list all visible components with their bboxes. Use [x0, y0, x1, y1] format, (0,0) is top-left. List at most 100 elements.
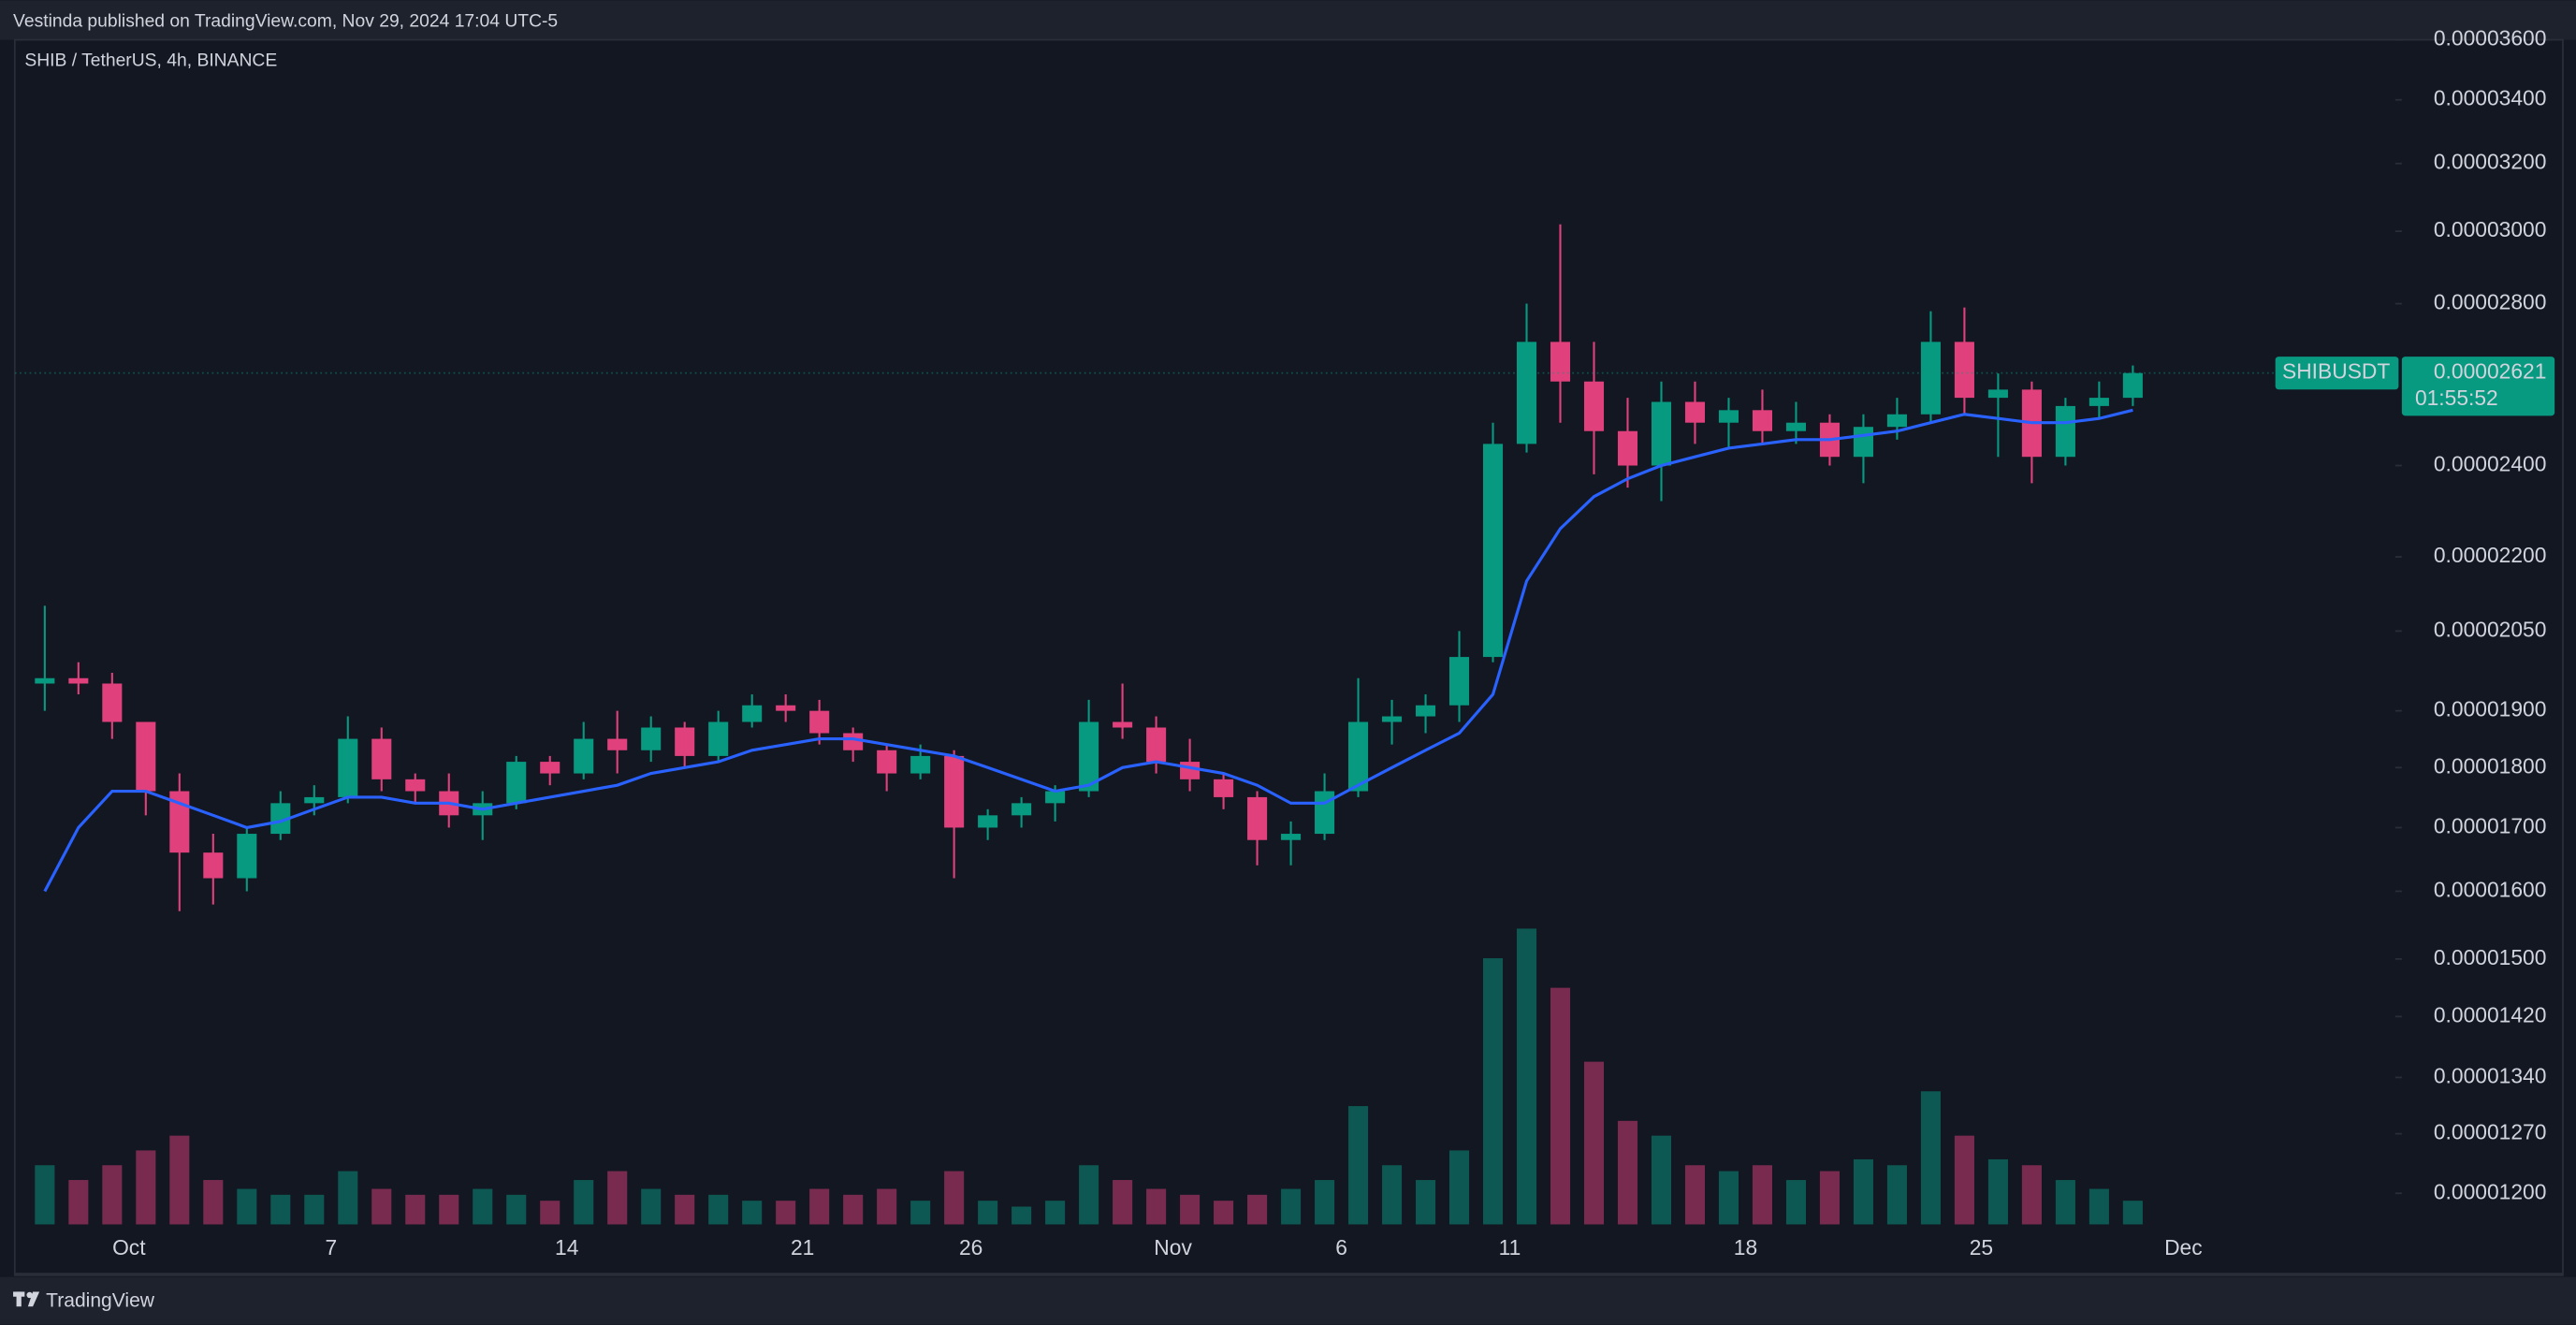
candle-body — [203, 852, 224, 879]
volume-bar — [1819, 1171, 1840, 1225]
volume-bar — [809, 1188, 830, 1225]
volume-bar — [1718, 1171, 1739, 1225]
y-tick-label: 0.00001200 — [2434, 1179, 2547, 1203]
candle-body — [944, 755, 965, 828]
candle-body — [405, 779, 426, 792]
candle-body — [1180, 762, 1201, 779]
x-tick-label: Dec — [2164, 1235, 2203, 1259]
candle-body — [574, 738, 594, 774]
volume-bar — [439, 1194, 459, 1225]
volume-bar — [1920, 1091, 1941, 1225]
candle-body — [1315, 791, 1335, 835]
symbol-title: SHIB / TetherUS, 4h, BINANCE — [24, 51, 277, 70]
y-tick-label: 0.00002400 — [2434, 452, 2547, 476]
y-tick-label: 0.00003200 — [2434, 150, 2547, 174]
volume-bar — [1684, 1165, 1706, 1225]
volume-bar — [675, 1194, 695, 1225]
candle-body — [1482, 444, 1504, 658]
volume-bar — [2122, 1201, 2143, 1225]
moving-average — [43, 408, 2133, 893]
y-tick-label: 0.00001800 — [2434, 753, 2547, 778]
y-tick-label: 0.00001600 — [2434, 877, 2547, 901]
volume-bar — [1079, 1165, 1099, 1225]
volume-bar — [843, 1194, 864, 1225]
header-bar — [0, 0, 2576, 40]
candle-body — [35, 677, 55, 684]
volume-bar — [708, 1194, 729, 1225]
y-tick-label: 0.00003400 — [2434, 86, 2547, 110]
candle-body — [675, 727, 695, 756]
y-tick-label: 0.00002050 — [2434, 617, 2547, 641]
volume-bar — [978, 1201, 998, 1225]
candle-body — [1617, 430, 1638, 466]
y-tick-label: 0.00003600 — [2434, 26, 2547, 51]
candle-body — [338, 738, 358, 797]
x-tick-label: 26 — [959, 1235, 982, 1259]
volume-bar — [1045, 1201, 1066, 1225]
volume-bar — [641, 1188, 662, 1225]
volume-bar — [136, 1150, 156, 1225]
volume-bar — [1550, 987, 1571, 1225]
candle-body — [1752, 410, 1773, 431]
x-tick-label: 21 — [791, 1235, 814, 1259]
x-tick-label: 11 — [1499, 1235, 1521, 1259]
volume-bar — [506, 1194, 527, 1225]
volume-bar — [1886, 1165, 1907, 1225]
candle-body — [978, 815, 998, 828]
candle-body — [1382, 716, 1403, 722]
candle-body — [169, 791, 190, 853]
y-tick-label: 0.00001340 — [2434, 1063, 2547, 1087]
candle-body — [1886, 414, 1907, 428]
footer-bar — [0, 1276, 2576, 1325]
volume-bar — [1516, 928, 1537, 1225]
volume-bar — [1382, 1165, 1403, 1225]
volume-bar — [35, 1165, 55, 1225]
candle-body — [776, 705, 796, 711]
volume-bar — [237, 1188, 257, 1225]
tv-logo — [13, 1291, 40, 1307]
candle-body — [843, 733, 864, 750]
volume-bar — [910, 1201, 931, 1225]
volume-bar — [2088, 1188, 2109, 1225]
volume-bar — [574, 1180, 594, 1225]
candle-body — [910, 755, 931, 774]
candle-body — [809, 710, 830, 734]
price-layer: 0.00001200 0.00001270 0.00001340 0.00001420… — [14, 26, 2555, 1259]
volume-bar — [540, 1201, 560, 1225]
candle-body — [1214, 779, 1234, 797]
candle-body — [1550, 342, 1571, 382]
x-tick-label: Nov — [1154, 1235, 1192, 1259]
volume-bar — [1011, 1206, 1032, 1225]
volume-bar — [1617, 1120, 1638, 1225]
candle-body — [1583, 381, 1605, 431]
volume-bar — [1449, 1150, 1470, 1225]
volume-bar — [607, 1171, 628, 1225]
y-tick-label: 0.00001700 — [2434, 813, 2547, 837]
volume-bar — [1954, 1135, 1974, 1225]
volume-bar — [1583, 1061, 1605, 1225]
candle-body — [371, 738, 392, 779]
volume-bar — [944, 1171, 965, 1225]
candle-body — [1348, 721, 1369, 792]
candle-body — [506, 762, 527, 804]
volume-bar — [1785, 1180, 1806, 1225]
symbol-badge-text: SHIBUSDT — [2282, 359, 2390, 384]
volume-bar — [405, 1194, 426, 1225]
candle-body — [1853, 427, 1873, 458]
y-tick-label: 0.00003000 — [2434, 217, 2547, 241]
x-tick-label: 18 — [1734, 1235, 1757, 1259]
volume-bar — [270, 1194, 291, 1225]
y-tick-label: 0.00001500 — [2434, 945, 2547, 969]
volume-bar — [742, 1201, 763, 1225]
volume-bar — [304, 1194, 325, 1225]
candle-body — [1416, 705, 1436, 717]
x-tick-label: 25 — [1970, 1235, 1993, 1259]
candle-body — [540, 762, 560, 774]
candle-body — [742, 705, 763, 722]
candle-body — [1920, 342, 1941, 415]
volume-bar — [2021, 1165, 2042, 1225]
volume-bar — [1315, 1180, 1335, 1225]
y-tick-label: 0.00002200 — [2434, 543, 2547, 567]
